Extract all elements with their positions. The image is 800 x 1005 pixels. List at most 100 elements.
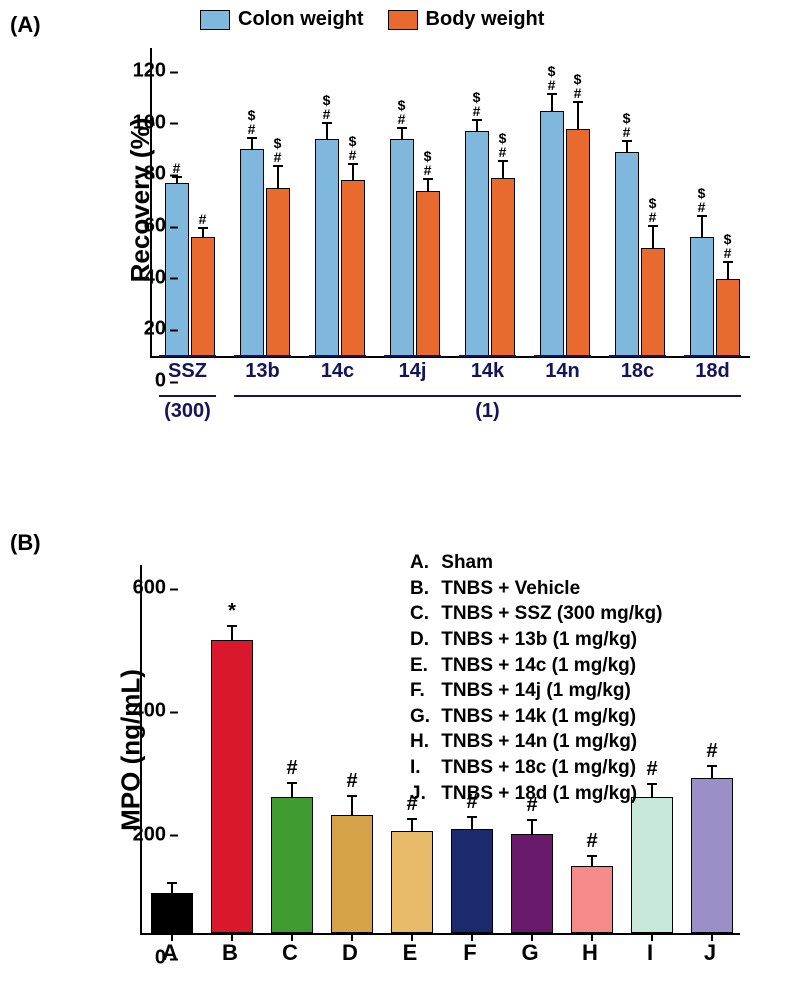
xlabel: I (629, 940, 671, 966)
xlabel: 18d (675, 360, 750, 383)
legend-row: H. TNBS + 14n (1 mg/kg) (410, 729, 662, 755)
panel-b-legend: A. ShamB. TNBS + VehicleC. TNBS + SSZ (3… (410, 550, 662, 806)
bar-body (416, 191, 440, 356)
bar (211, 640, 253, 933)
bar-colon (240, 149, 264, 356)
significance-marker: $# (716, 232, 740, 260)
legend-text: TNBS + SSZ (300 mg/kg) (436, 603, 662, 624)
error-cap (423, 178, 433, 180)
legend-key: C. (410, 601, 436, 627)
significance-marker: $# (341, 134, 365, 162)
ytick: 60 (144, 215, 166, 238)
error-cap (622, 140, 632, 142)
bar-body (341, 180, 365, 356)
legend-key: G. (410, 704, 436, 730)
significance-marker: $# (540, 64, 564, 92)
error-bar (401, 129, 403, 139)
legend-text: Sham (436, 552, 493, 573)
xlabel: D (329, 940, 371, 966)
error-cap (707, 765, 717, 767)
significance-marker: # (191, 212, 215, 226)
error-bar (277, 167, 279, 188)
bar (331, 815, 373, 933)
legend-text: TNBS + 14j (1 mg/kg) (436, 680, 631, 701)
significance-marker: $# (641, 196, 665, 224)
xlabel: 14k (450, 360, 525, 383)
legend-item: Body weight (388, 8, 545, 31)
legend-key: B. (410, 576, 436, 602)
legend-key: I. (410, 755, 436, 781)
significance-marker: $# (566, 72, 590, 100)
panel-a-label: (A) (10, 12, 41, 38)
significance-marker: $# (390, 98, 414, 126)
error-cap (547, 93, 557, 95)
significance-marker: # (571, 830, 613, 853)
dose-underline (234, 395, 741, 397)
legend-row: J. TNBS + 18d (1 mg/kg) (410, 781, 662, 807)
legend-text: TNBS + 14k (1 mg/kg) (436, 706, 636, 727)
bar-colon (615, 152, 639, 356)
bar (151, 893, 193, 933)
legend-row: E. TNBS + 14c (1 mg/kg) (410, 653, 662, 679)
xlabel-underline (309, 355, 366, 357)
significance-marker: # (271, 757, 313, 780)
legend-text: TNBS + 14c (1 mg/kg) (436, 655, 636, 676)
panel-a-plot: ##$#$#$#$#$#$#$#$#$#$#$#$#$#$# (150, 48, 750, 358)
xlabel: 18c (600, 360, 675, 383)
ytick: 120 (133, 60, 166, 83)
significance-marker: # (691, 740, 733, 763)
significance-marker: $# (615, 111, 639, 139)
legend-text: TNBS + 18d (1 mg/kg) (436, 783, 637, 804)
error-cap (227, 625, 237, 627)
error-cap (467, 816, 477, 818)
significance-marker: # (331, 770, 373, 793)
error-bar (411, 820, 413, 831)
dose-label: (300) (159, 400, 216, 423)
legend-key: D. (410, 627, 436, 653)
ytick: 200 (133, 823, 166, 846)
error-bar (251, 139, 253, 149)
error-cap (723, 261, 733, 263)
xlabel: SSZ (150, 360, 225, 383)
bar-colon (465, 131, 489, 356)
xlabel: 13b (225, 360, 300, 383)
bar-body (191, 237, 215, 356)
error-bar (551, 95, 553, 111)
error-bar (291, 784, 293, 798)
legend-text: TNBS + 14n (1 mg/kg) (436, 731, 637, 752)
legend-key: F. (410, 678, 436, 704)
figure: (A) Colon weight Body weight Recovery (%… (0, 0, 800, 1005)
legend-row: I. TNBS + 18c (1 mg/kg) (410, 755, 662, 781)
legend-row: B. TNBS + Vehicle (410, 576, 662, 602)
dose-underline (159, 395, 216, 397)
ytick: 80 (144, 163, 166, 186)
xlabel: E (389, 940, 431, 966)
xlabel: J (689, 940, 731, 966)
error-bar (231, 627, 233, 641)
legend-key: A. (410, 550, 436, 576)
dose-label: (1) (234, 400, 741, 423)
xlabel: G (509, 940, 551, 966)
xlabel-underline (159, 355, 216, 357)
xlabel-underline (384, 355, 441, 357)
significance-marker: $# (240, 108, 264, 136)
ytick: 20 (144, 318, 166, 341)
error-cap (407, 818, 417, 820)
error-cap (472, 119, 482, 121)
error-bar (502, 162, 504, 178)
bar (571, 866, 613, 933)
legend-row: F. TNBS + 14j (1 mg/kg) (410, 678, 662, 704)
bar-body (716, 279, 740, 357)
legend-text: TNBS + 13b (1 mg/kg) (436, 629, 637, 650)
bar (271, 797, 313, 933)
significance-marker: $# (315, 93, 339, 121)
legend-text: TNBS + 18c (1 mg/kg) (436, 757, 636, 778)
error-bar (476, 121, 478, 131)
bar-body (491, 178, 515, 356)
ytick: 600 (133, 577, 166, 600)
legend-text: TNBS + Vehicle (436, 578, 580, 599)
bar (631, 797, 673, 933)
xlabel: 14j (375, 360, 450, 383)
panel-b: MPO (ng/mL) *######## 0200400600 ABCDEFG… (40, 520, 770, 990)
xlabel: F (449, 940, 491, 966)
